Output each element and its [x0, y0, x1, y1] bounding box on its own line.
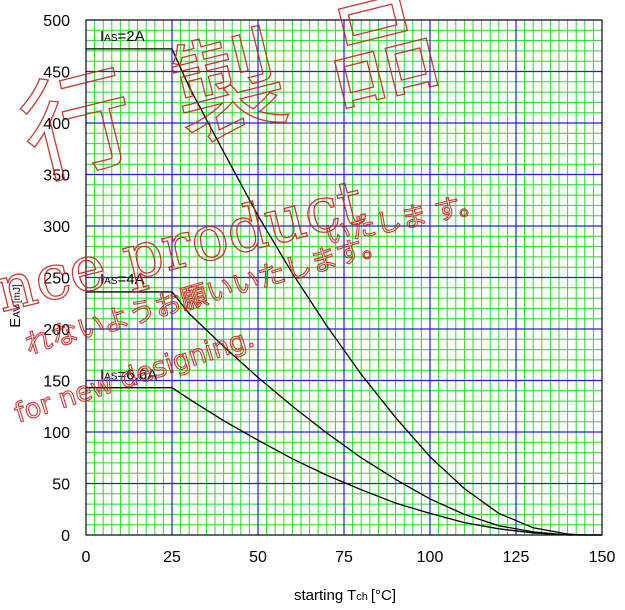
y-tick-label: 0	[61, 528, 70, 545]
x-tick-label: 50	[249, 549, 267, 566]
x-tick-label: 125	[503, 549, 530, 566]
y-tick-label: 250	[43, 271, 70, 288]
series-label: IAS=4A	[100, 271, 145, 288]
y-axis-label-unit: [mJ]	[12, 284, 23, 303]
series-label: IAS=6.6A	[100, 367, 157, 384]
x-axis-label-sub: ch	[356, 591, 368, 603]
svg-text:EAV[mJ]: EAV[mJ]	[7, 284, 24, 328]
y-axis-label-sub: AV	[12, 305, 23, 318]
y-tick-label: 50	[52, 477, 70, 494]
y-tick-label: 100	[43, 425, 70, 442]
x-axis-label: starting Tch [°C]	[294, 587, 396, 604]
series-label: IAS=2A	[100, 28, 145, 45]
tick-labels: 0 25 50 75 100 125 150 0 50 100 150 200 250 300 350 400…	[43, 13, 615, 566]
y-tick-label: 400	[43, 116, 70, 133]
y-tick-label: 450	[43, 65, 70, 82]
y-tick-label: 300	[43, 219, 70, 236]
x-tick-label: 0	[82, 549, 91, 566]
series-labels: IAS=2A IAS=4A IAS=6.6A	[100, 28, 157, 384]
x-tick-label: 25	[163, 549, 181, 566]
y-axis-label: EAV[mJ]	[7, 284, 24, 328]
plot-frame	[85, 19, 603, 536]
x-tick-label: 75	[335, 549, 353, 566]
y-tick-label: 150	[43, 374, 70, 391]
series-line	[86, 387, 602, 536]
series-line	[86, 48, 602, 536]
x-tick-label: 150	[589, 549, 616, 566]
y-tick-label: 200	[43, 322, 70, 339]
series-curves	[86, 48, 602, 536]
x-tick-label: 100	[417, 549, 444, 566]
x-axis-label-unit: [°C]	[371, 587, 396, 604]
y-tick-label: 500	[43, 13, 70, 30]
y-tick-label: 350	[43, 168, 70, 185]
